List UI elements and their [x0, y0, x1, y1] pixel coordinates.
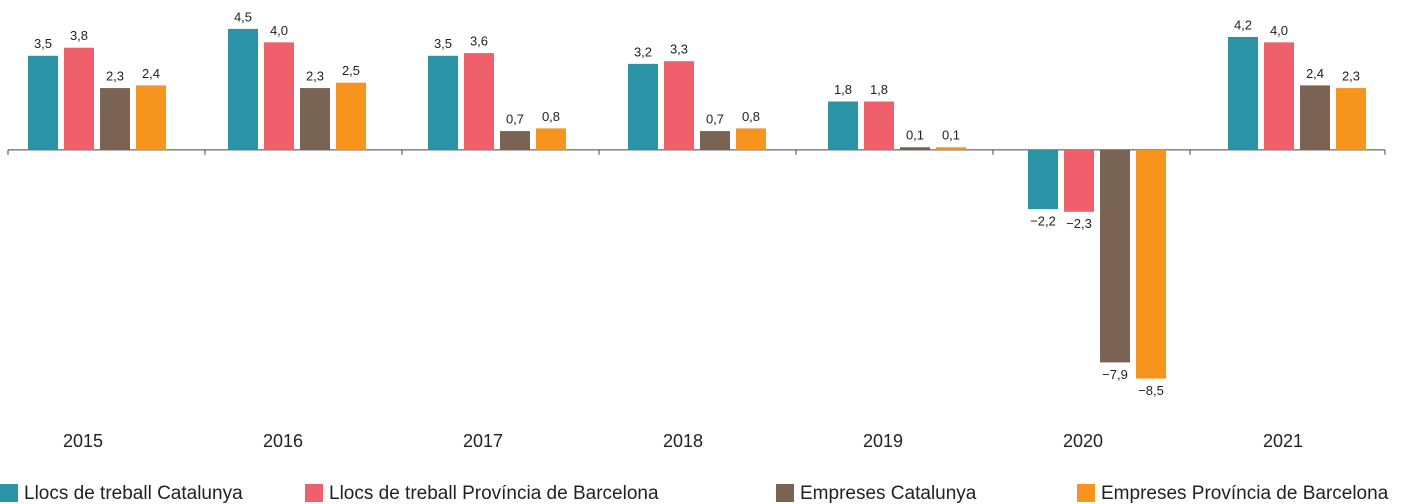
value-label: 2,3	[1342, 69, 1360, 84]
value-label: 3,6	[470, 34, 488, 49]
bar	[100, 88, 130, 150]
value-label: 2,3	[106, 69, 124, 84]
x-tick-label: 2021	[1263, 431, 1303, 451]
value-label: 0,8	[542, 109, 560, 124]
value-label: 0,7	[706, 112, 724, 127]
bar	[664, 61, 694, 150]
value-label: −2,3	[1066, 216, 1092, 231]
value-label: 4,0	[1270, 23, 1288, 38]
bar	[336, 82, 366, 150]
value-label: 1,8	[870, 82, 888, 97]
bar	[900, 147, 930, 150]
value-label: 3,8	[70, 28, 88, 43]
bar	[1228, 36, 1258, 150]
legend-swatch	[305, 484, 323, 502]
bar	[136, 85, 166, 150]
bar	[228, 28, 258, 150]
value-label: 0,8	[742, 109, 760, 124]
legend-label: Llocs de treball Catalunya	[24, 483, 243, 504]
x-tick-label: 2020	[1063, 431, 1103, 451]
bar	[1100, 149, 1130, 363]
legend-label: Empreses Catalunya	[800, 483, 977, 504]
bar	[464, 53, 494, 150]
value-label: 0,1	[942, 128, 960, 143]
bar	[1136, 149, 1166, 379]
bar	[1300, 85, 1330, 150]
value-label: 3,5	[34, 36, 52, 51]
x-tick-label: 2019	[863, 431, 903, 451]
bar	[828, 101, 858, 150]
value-label: −7,9	[1102, 367, 1128, 382]
x-tick-label: 2018	[663, 431, 703, 451]
value-label: 3,5	[434, 36, 452, 51]
value-label: 1,8	[834, 82, 852, 97]
bar	[936, 147, 966, 150]
value-label: 0,7	[506, 112, 524, 127]
legend-label: Empreses Província de Barcelona	[1101, 483, 1389, 504]
value-label: 4,2	[1234, 17, 1252, 32]
x-tick-label: 2016	[263, 431, 303, 451]
bar	[736, 128, 766, 150]
value-label: −2,2	[1030, 214, 1056, 229]
x-tick-label: 2015	[63, 431, 103, 451]
value-label: 2,5	[342, 63, 360, 78]
bar	[1264, 42, 1294, 150]
value-label: 4,5	[234, 9, 252, 24]
bar	[428, 55, 458, 150]
bar	[1028, 149, 1058, 210]
legend-swatch	[0, 484, 18, 502]
bar	[500, 131, 530, 150]
legend-swatch	[776, 484, 794, 502]
bar	[700, 131, 730, 150]
value-label: 3,2	[634, 44, 652, 59]
value-label: 2,4	[142, 66, 160, 81]
bar	[300, 88, 330, 150]
legend-label: Llocs de treball Província de Barcelona	[329, 483, 659, 504]
bar	[64, 47, 94, 150]
value-label: −8,5	[1138, 383, 1164, 398]
bar	[628, 63, 658, 150]
value-label: 2,3	[306, 69, 324, 84]
bar	[1064, 149, 1094, 212]
value-label: 3,3	[670, 42, 688, 57]
bar	[536, 128, 566, 150]
value-label: 2,4	[1306, 66, 1324, 81]
bar	[264, 42, 294, 150]
value-label: 0,1	[906, 128, 924, 143]
x-tick-label: 2017	[463, 431, 503, 451]
bar	[864, 101, 894, 150]
bar	[1336, 88, 1366, 150]
legend-swatch	[1077, 484, 1095, 502]
bar	[28, 55, 58, 150]
value-label: 4,0	[270, 23, 288, 38]
